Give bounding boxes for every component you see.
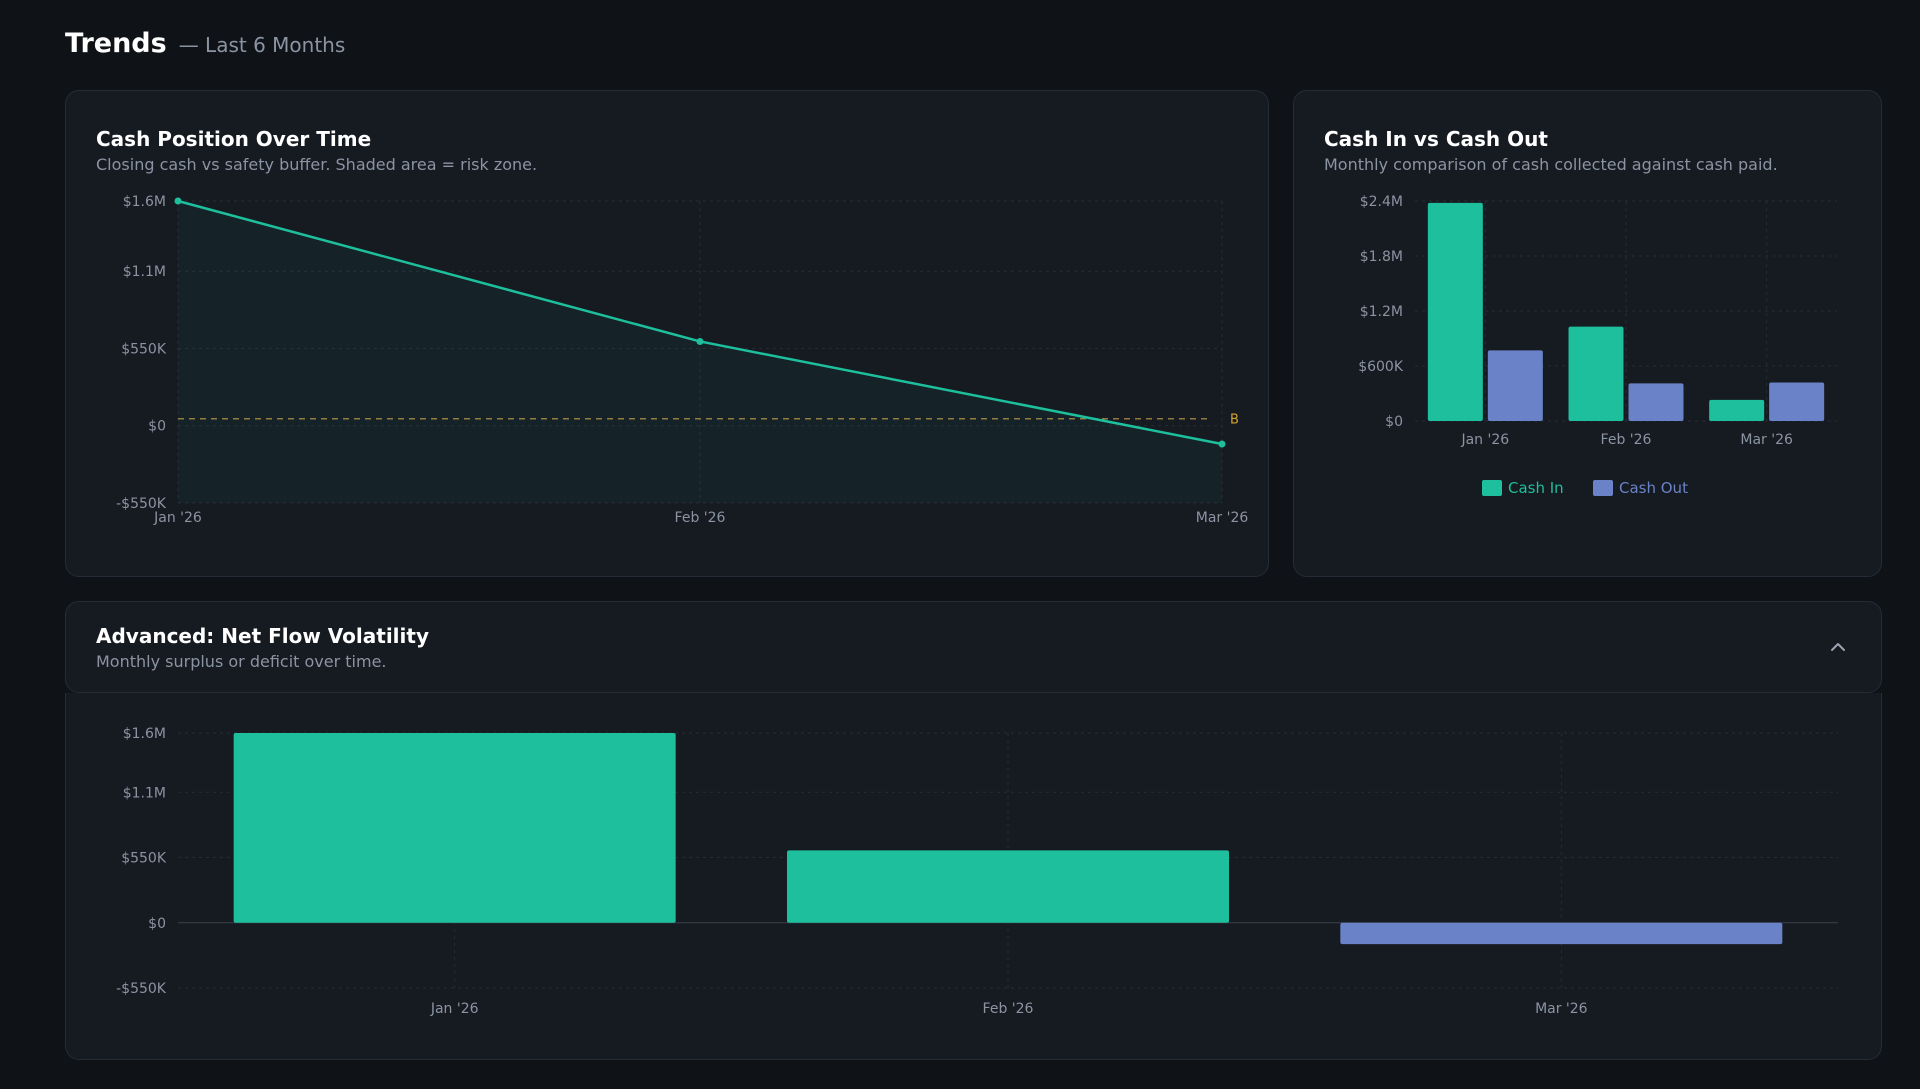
x-tick-label: Feb '26 (675, 510, 726, 526)
page-title: Trends (65, 28, 167, 59)
data-point (1218, 440, 1226, 448)
x-tick-label: Jan '26 (153, 510, 202, 526)
y-tick-label: $0 (1385, 414, 1403, 430)
x-tick-label: Feb '26 (1601, 432, 1652, 448)
cash-out-bar (1628, 383, 1684, 421)
surplus-bar (233, 733, 676, 923)
deficit-bar (1340, 922, 1783, 945)
card-title: Cash In vs Cash Out (1324, 127, 1548, 151)
collapse-button[interactable] (1823, 632, 1853, 662)
x-tick-label: Mar '26 (1196, 510, 1249, 526)
card-title: Advanced: Net Flow Volatility (96, 624, 429, 648)
y-tick-label: $1.8M (1360, 249, 1403, 265)
card-title: Cash Position Over Time (96, 127, 372, 151)
y-tick-label: $0 (148, 419, 166, 435)
y-tick-label: $1.2M (1360, 304, 1403, 320)
y-tick-label: -$550K (116, 981, 167, 997)
legend-swatch (1593, 480, 1613, 496)
page-subtitle: — Last 6 Months (178, 33, 346, 57)
cash-position-card: Cash Position Over Time Closing cash vs … (65, 90, 1269, 577)
y-tick-label: $2.4M (1360, 194, 1403, 210)
buffer-label: B (1230, 413, 1239, 428)
legend-label: Cash Out (1619, 479, 1688, 497)
x-tick-label: Mar '26 (1740, 432, 1793, 448)
cash-out-bar (1487, 350, 1543, 421)
net-flow-card-body: $1.6M $1.1M $550K $0 -$550K Jan '26 Feb '26 Mar… (65, 693, 1882, 1060)
cash-out-bar (1769, 382, 1825, 421)
y-tick-label: $1.1M (123, 785, 166, 801)
x-tick-label: Mar '26 (1535, 1001, 1588, 1017)
cash-in-out-chart: $2.4M $1.8M $1.2M $600K $0 Jan '26 Feb '26 Mar … (1358, 194, 1837, 497)
y-tick-label: $1.6M (123, 726, 166, 742)
page-header: Trends — Last 6 Months (65, 28, 345, 68)
card-description: Monthly comparison of cash collected aga… (1324, 155, 1778, 174)
data-point (174, 197, 182, 205)
cash-in-bar (1709, 399, 1765, 421)
net-flow-chart: $1.6M $1.1M $550K $0 -$550K Jan '26 Feb '26 Mar… (116, 726, 1838, 1017)
chevron-up-icon (1831, 643, 1845, 651)
card-description: Closing cash vs safety buffer. Shaded ar… (96, 155, 538, 174)
y-tick-label: -$550K (116, 496, 167, 512)
legend-swatch (1482, 480, 1502, 496)
surplus-bar (787, 850, 1229, 923)
legend-label: Cash In (1508, 479, 1564, 497)
x-tick-label: Jan '26 (1460, 432, 1509, 448)
cash-in-bar (1427, 202, 1483, 421)
data-point (696, 337, 704, 345)
risk-zone-area (178, 201, 1222, 503)
y-tick-label: $550K (121, 851, 167, 867)
x-tick-label: Feb '26 (983, 1001, 1034, 1017)
net-flow-header[interactable]: Advanced: Net Flow Volatility Monthly su… (65, 601, 1882, 693)
x-tick-label: Jan '26 (430, 1001, 479, 1017)
y-tick-label: $1.6M (123, 194, 166, 210)
y-tick-label: $550K (121, 341, 167, 357)
cash-in-bar (1568, 326, 1624, 421)
y-tick-label: $600K (1358, 359, 1404, 375)
card-description: Monthly surplus or deficit over time. (96, 652, 387, 671)
y-tick-label: $1.1M (123, 264, 166, 280)
cash-in-out-card: Cash In vs Cash Out Monthly comparison o… (1293, 90, 1882, 577)
y-tick-label: $0 (148, 916, 166, 932)
